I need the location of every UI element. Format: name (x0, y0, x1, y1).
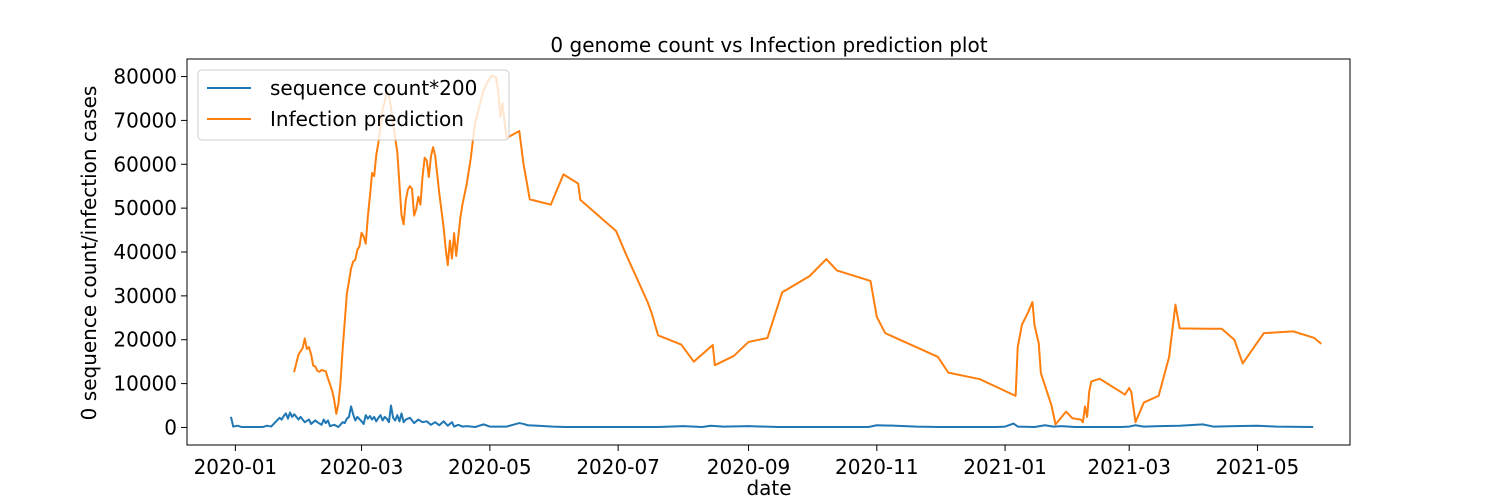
y-tick-label-2: 20000 (113, 328, 177, 352)
x-tick-label-6: 2021-01 (963, 455, 1047, 479)
x-tick-label-0: 2020-01 (194, 455, 278, 479)
x-tick-label-2: 2020-05 (448, 455, 532, 479)
chart-title: 0 genome count vs Infection prediction p… (550, 33, 987, 57)
y-tick-label-5: 50000 (113, 196, 177, 220)
series-line-0 (229, 404, 1314, 429)
x-tick-label-3: 2020-07 (576, 455, 660, 479)
x-tick-label-4: 2020-09 (707, 455, 791, 479)
legend: sequence count*200 Infection prediction (197, 69, 510, 141)
x-tick-label-5: 2020-11 (835, 455, 919, 479)
x-tick-label-7: 2021-03 (1087, 455, 1171, 479)
y-tick-label-3: 30000 (113, 284, 177, 308)
y-tick-label-0: 0 (164, 415, 177, 439)
y-axis-label: 0 sequence count/infection cases (77, 86, 101, 421)
y-tick-label-4: 40000 (113, 240, 177, 264)
legend-label-sequence-count: sequence count*200 (270, 76, 477, 100)
legend-frame (197, 69, 510, 141)
y-tick-label-7: 70000 (113, 108, 177, 132)
x-axis-label: date (746, 476, 791, 500)
x-tick-label-8: 2021-05 (1216, 455, 1300, 479)
x-axis: 2020-01 2020-03 2020-05 2020-07 2020-09 2020-… (194, 445, 1300, 479)
y-tick-label-6: 60000 (113, 152, 177, 176)
y-tick-label-8: 80000 (113, 65, 177, 89)
legend-label-infection-prediction: Infection prediction (270, 107, 464, 131)
x-tick-label-1: 2020-03 (320, 455, 404, 479)
y-tick-label-1: 10000 (113, 372, 177, 396)
y-axis: 0 10000 20000 30000 40000 50000 60000 70000 8000… (113, 65, 187, 439)
